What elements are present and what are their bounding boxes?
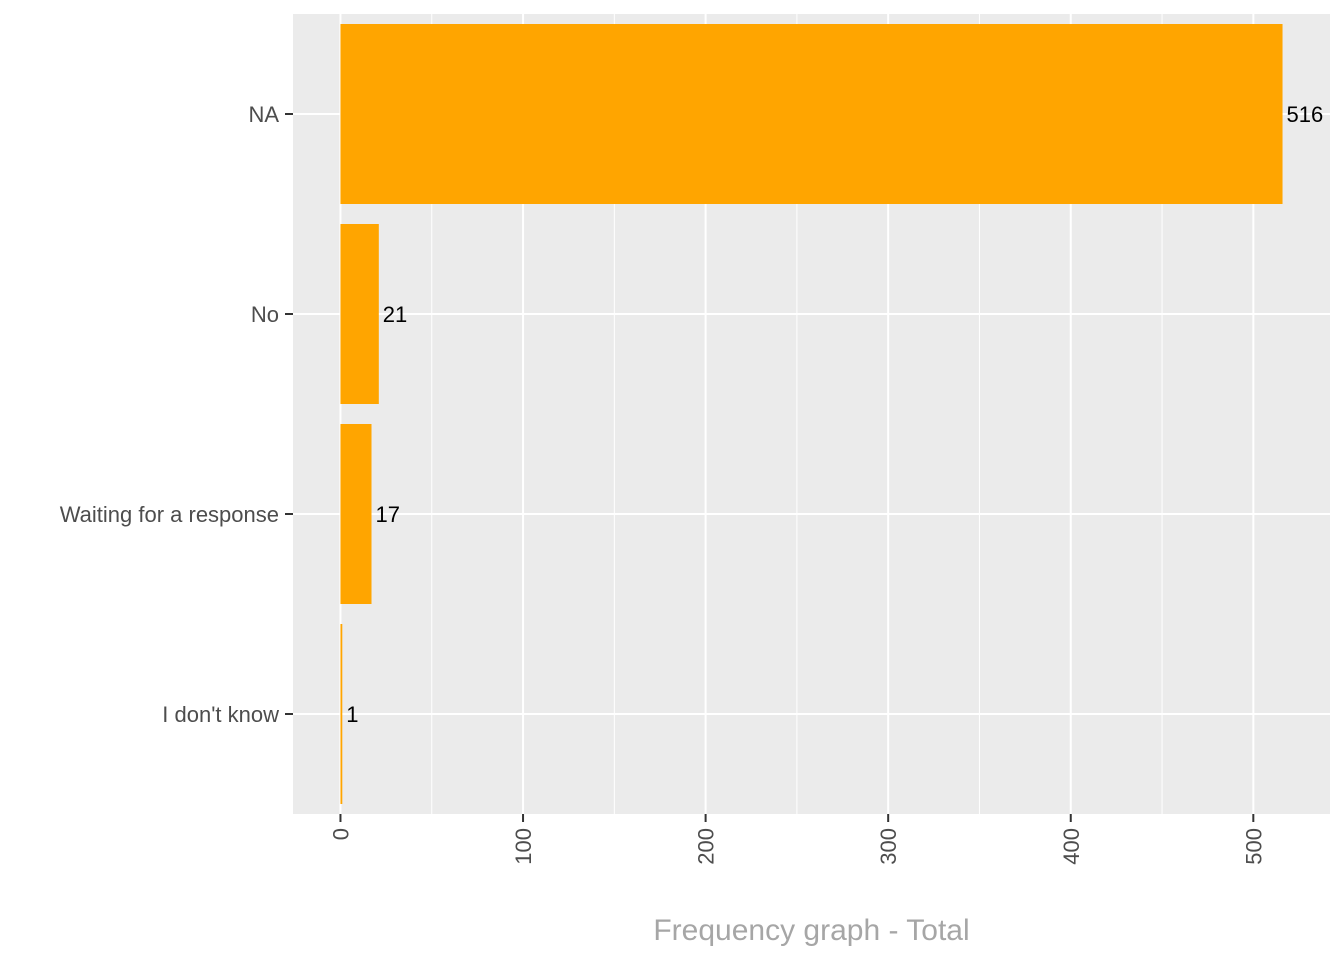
data-label: 17 (376, 502, 400, 527)
x-tick-label: 500 (1241, 828, 1266, 865)
bar (340, 624, 343, 804)
data-label: 1 (346, 702, 358, 727)
data-label: 516 (1287, 102, 1324, 127)
bar (340, 424, 372, 604)
x-axis-title: Frequency graph - Total (653, 914, 969, 947)
x-tick-label: 400 (1059, 828, 1084, 865)
data-label-layer: 516 21 17 1 (346, 102, 1323, 727)
y-tick-label: NA (248, 102, 279, 127)
y-tick-label: Waiting for a response (60, 502, 279, 527)
y-axis: NA No Waiting for a response I don't know (60, 102, 293, 727)
bar (340, 24, 1283, 204)
bar (340, 224, 379, 404)
x-tick-label: 300 (876, 828, 901, 865)
y-tick-label: I don't know (162, 702, 279, 727)
x-tick-label: 200 (694, 828, 719, 865)
bar-layer (340, 24, 1283, 804)
x-tick-label: 0 (328, 828, 353, 840)
x-tick-label: 100 (511, 828, 536, 865)
data-label: 21 (383, 302, 407, 327)
y-tick-label: No (251, 302, 279, 327)
x-axis: 0 100 200 300 400 500 (328, 814, 1266, 865)
